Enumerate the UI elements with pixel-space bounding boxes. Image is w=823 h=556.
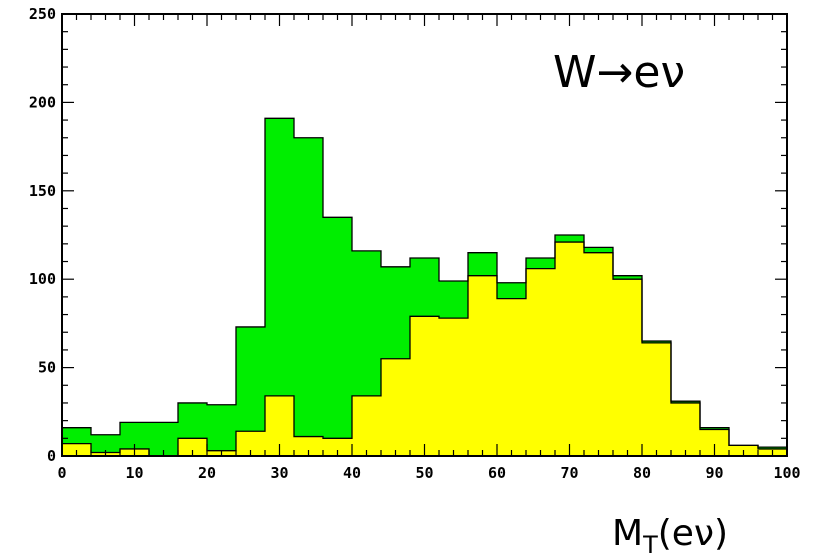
y-tick-label: 0 — [47, 447, 56, 465]
outline-series2 — [61, 241, 788, 457]
bar-series2-bin-20 — [642, 342, 671, 456]
bar-series2-bin-4 — [178, 438, 207, 456]
y-tick-label: 100 — [29, 270, 56, 288]
y-tick-label: 50 — [38, 359, 56, 377]
bar-series2-bin-9 — [323, 438, 352, 456]
bar-series2-bin-16 — [526, 268, 555, 456]
bar-series2-bin-11 — [381, 358, 410, 456]
x-tick-label: 80 — [633, 464, 651, 482]
bar-series1-bin-9 — [323, 217, 352, 456]
bar-series1-bin-5 — [207, 404, 236, 456]
bar-series2-bin-10 — [352, 395, 381, 456]
histogram-outlines — [61, 117, 788, 457]
x-axis-label: MT(eν) — [612, 513, 728, 556]
x-tick-label: 10 — [125, 464, 143, 482]
process-annotation: W→eν — [553, 47, 685, 98]
bar-series2-bin-8 — [294, 436, 323, 456]
bar-series2-bin-0 — [62, 443, 91, 456]
bar-series2-bin-12 — [410, 316, 439, 456]
x-tick-label: 60 — [488, 464, 506, 482]
bar-series1-bin-1 — [91, 434, 120, 456]
x-tick-label: 0 — [57, 464, 66, 482]
y-tick-label: 250 — [29, 5, 56, 23]
y-tick-label: 150 — [29, 182, 56, 200]
bar-series2-bin-15 — [497, 298, 526, 456]
y-tick-label: 200 — [29, 93, 56, 111]
x-axis-label-main: M — [612, 513, 643, 554]
y-tick-labels: 0 50 100 150 200 250 — [29, 5, 56, 465]
bar-series2-bin-19 — [613, 279, 642, 456]
x-tick-label: 20 — [198, 464, 216, 482]
bar-series1-bin-8 — [294, 137, 323, 456]
x-tick-label: 90 — [705, 464, 723, 482]
x-tick-label: 70 — [560, 464, 578, 482]
x-axis-label-rest: (eν) — [658, 513, 728, 554]
axis-ticks — [61, 13, 788, 457]
x-tick-label: 100 — [773, 464, 800, 482]
bar-series2-bin-21 — [671, 402, 700, 456]
x-axis-label-subscript: T — [642, 531, 658, 556]
bar-series2-bin-13 — [439, 318, 468, 456]
x-tick-label: 50 — [415, 464, 433, 482]
bar-series2-bin-14 — [468, 275, 497, 456]
x-tick-label: 40 — [343, 464, 361, 482]
bar-series2-bin-18 — [584, 252, 613, 456]
x-tick-label: 30 — [270, 464, 288, 482]
x-tick-labels: 0 10 20 30 40 50 60 70 80 90 100 — [57, 464, 800, 482]
bar-series2-bin-17 — [555, 242, 584, 456]
histogram-bars — [62, 118, 787, 456]
